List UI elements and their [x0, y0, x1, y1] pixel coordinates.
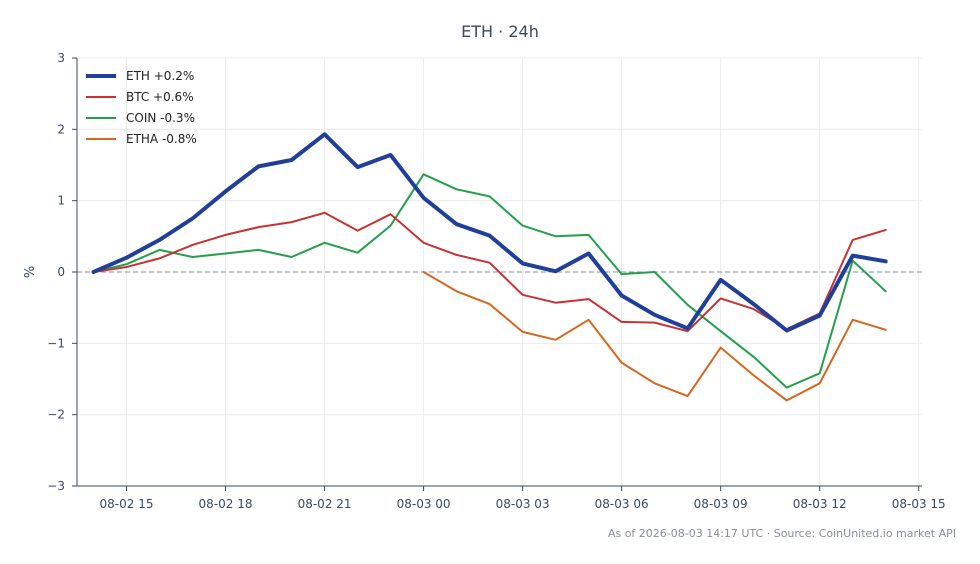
footer: As of 2026-08-03 14:17 UTC · Source: Coi… — [608, 527, 956, 540]
y-tick-label: −1 — [47, 336, 65, 350]
x-tick-label: 08-02 15 — [100, 497, 154, 511]
x-tick-label: 08-03 09 — [694, 497, 748, 511]
y-tick-label: 0 — [57, 265, 65, 279]
x-tick-label: 08-02 21 — [298, 497, 352, 511]
y-axis-label: % — [23, 266, 38, 278]
x-tick-label: 08-03 06 — [595, 497, 649, 511]
y-tick-label: −2 — [47, 408, 65, 422]
series-lines — [91, 132, 888, 402]
x-tick-label: 08-03 12 — [793, 497, 847, 511]
legend-entry-label: COIN -0.3% — [126, 111, 195, 125]
series-line-0 — [91, 132, 888, 333]
series-line-1 — [92, 211, 887, 333]
y-tick-label: −3 — [47, 479, 65, 493]
series-line-2 — [92, 173, 887, 389]
y-tick-label: 3 — [57, 51, 65, 65]
x-tick-label: 08-03 15 — [892, 497, 946, 511]
footer-separator: · — [763, 527, 774, 540]
as-of-text: As of 2026-08-03 14:17 UTC — [607, 527, 764, 540]
axes: −3 −2 −1 0 1 2 3 08-02 15 08-02 18 08-02 21 08-03 … — [47, 51, 945, 511]
x-tick-label: 08-02 18 — [199, 497, 253, 511]
legend: ETH +0.2% BTC +0.6% COIN -0.3% ETHA -0.8% — [86, 69, 197, 146]
x-tick-label: 08-03 03 — [496, 497, 550, 511]
series-line-3 — [422, 271, 887, 402]
legend-entry-label: ETH +0.2% — [126, 69, 194, 83]
y-tick-label: 1 — [57, 194, 65, 208]
legend-entry-label: BTC +0.6% — [126, 90, 194, 104]
source-text: Source: CoinUnited.io market API — [773, 527, 956, 540]
chart-title: ETH · 24h — [461, 22, 539, 41]
x-tick-label: 08-03 00 — [397, 497, 451, 511]
y-tick-label: 2 — [57, 122, 65, 136]
legend-entry-label: ETHA -0.8% — [126, 132, 197, 146]
